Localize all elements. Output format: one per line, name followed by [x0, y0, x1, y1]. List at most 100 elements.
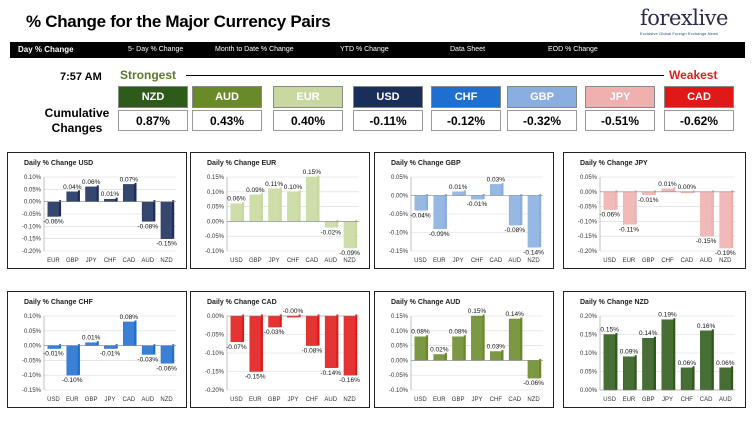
- y-tick-label: 0.00%: [580, 388, 598, 394]
- data-label: 0.10%: [284, 184, 303, 191]
- bar-side: [260, 193, 263, 222]
- data-label: -0.14%: [523, 249, 544, 256]
- bar: [622, 191, 635, 225]
- currency-code: CHF: [431, 86, 501, 108]
- data-label: -0.01%: [467, 201, 488, 208]
- x-tick-label: NZD: [719, 258, 732, 264]
- chart-panel-cad[interactable]: Daily % Change CAD 0.00% -0.05% -0.10% -0.15…: [190, 291, 370, 408]
- chart-panel-eur[interactable]: Daily % Change EUR 0.15% 0.10% 0.05% 0.00% -0…: [190, 152, 370, 269]
- data-label: -0.15%: [696, 238, 717, 245]
- bar: [414, 195, 427, 211]
- x-tick-label: CHF: [490, 397, 503, 403]
- chart-panel-aud[interactable]: Daily % Change AUD 0.15% 0.10% 0.05% 0.00% -0…: [374, 291, 554, 408]
- y-tick-label: -0.10%: [22, 373, 42, 379]
- data-label: 0.14%: [505, 311, 524, 318]
- bar: [66, 191, 79, 202]
- data-label: -0.01%: [43, 351, 64, 358]
- data-label: 0.07%: [120, 176, 139, 183]
- bar-side: [279, 314, 282, 328]
- x-tick-label: EUR: [47, 258, 60, 264]
- bar: [433, 195, 446, 229]
- data-label: 0.15%: [303, 169, 322, 176]
- currency-card-jpy[interactable]: JPY -0.51%: [585, 86, 655, 132]
- data-label: -0.01%: [100, 351, 121, 358]
- bar: [508, 195, 521, 226]
- currency-card-aud[interactable]: AUD 0.43%: [192, 86, 262, 132]
- nav-eod-change[interactable]: EOD % Change: [548, 46, 598, 53]
- x-tick-label: EUR: [623, 397, 636, 403]
- bar: [141, 345, 154, 355]
- strongest-label: Strongest: [120, 68, 177, 82]
- x-tick-label: CAD: [123, 258, 136, 264]
- bar-side: [539, 358, 542, 379]
- y-tick-label: -0.15%: [389, 249, 409, 255]
- nav-data-sheet[interactable]: Data Sheet: [450, 46, 486, 53]
- currency-cumulative-value: 0.87%: [118, 110, 188, 131]
- data-label: 0.08%: [411, 329, 430, 336]
- chart-panel-usd[interactable]: Daily % Change USD 0.10% 0.05% 0.00% -0.05% -…: [7, 152, 187, 269]
- data-label: -0.19%: [715, 250, 736, 257]
- chart-panel-gbp[interactable]: Daily % Change GBP 0.05% 0.00% -0.05% -0.10%…: [374, 152, 554, 269]
- nav-month-to-date-change[interactable]: Month to Date % Change: [215, 46, 294, 53]
- nav-5-day-change[interactable]: 5- Day % Change: [128, 46, 184, 53]
- bar: [47, 345, 60, 349]
- x-tick-label: CAD: [123, 397, 136, 403]
- data-label: -0.14%: [320, 370, 341, 377]
- chart-panel-nzd[interactable]: Daily % Change NZD 0.20% 0.15% 0.10% 0.05% 0.…: [563, 291, 746, 408]
- x-tick-label: JPY: [269, 258, 280, 264]
- y-tick-label: -0.05%: [22, 358, 42, 364]
- chart-panel-chf[interactable]: Daily % Change CHF 0.10% 0.05% 0.00% -0.05% -…: [7, 291, 187, 408]
- bar-side: [711, 190, 714, 237]
- currency-card-gbp[interactable]: GBP -0.32%: [507, 86, 577, 132]
- x-tick-label: AUD: [324, 258, 337, 264]
- x-tick-label: CHF: [306, 397, 319, 403]
- x-tick-label: NZD: [527, 397, 540, 403]
- x-tick-label: CAD: [680, 258, 693, 264]
- data-label: 0.16%: [697, 323, 716, 330]
- forexlive-logo[interactable]: forexlive Exclusive Global Foreign Excha…: [640, 6, 740, 42]
- currency-card-cad[interactable]: CAD -0.62%: [664, 86, 734, 132]
- currency-card-nzd[interactable]: NZD 0.87%: [118, 86, 188, 132]
- bar-side: [317, 175, 320, 222]
- bar-side: [482, 194, 485, 200]
- bar: [603, 191, 616, 210]
- strength-axis-line: [186, 75, 664, 76]
- y-tick-label: -0.10%: [389, 388, 409, 394]
- y-tick-label: -0.05%: [578, 205, 598, 211]
- chart-title: Daily % Change EUR: [207, 160, 276, 167]
- nav-ytd-change[interactable]: YTD % Change: [340, 46, 389, 53]
- currency-card-chf[interactable]: CHF -0.12%: [431, 86, 501, 132]
- nav-day-change[interactable]: Day % Change: [18, 45, 74, 54]
- bar: [324, 315, 337, 368]
- bar: [104, 345, 116, 349]
- bar-side: [59, 200, 62, 217]
- data-label: -0.04%: [410, 212, 431, 219]
- currency-card-usd[interactable]: USD -0.11%: [353, 86, 423, 132]
- data-label: -0.00%: [283, 308, 304, 315]
- bar-side: [731, 366, 734, 390]
- cumulative-changes-label: Cumulative Changes: [40, 106, 114, 136]
- bar: [642, 338, 655, 391]
- cumulative-label-line2: Changes: [51, 121, 103, 135]
- bar: [230, 203, 243, 222]
- data-label: 0.03%: [487, 344, 506, 351]
- bar: [527, 360, 540, 379]
- x-tick-label: AUD: [141, 258, 154, 264]
- y-tick-label: -0.10%: [22, 224, 42, 230]
- x-tick-label: GBP: [85, 397, 98, 403]
- cumulative-label-line1: Cumulative: [44, 106, 110, 120]
- data-label: -0.16%: [339, 377, 360, 384]
- y-tick-label: 0.05%: [580, 370, 598, 376]
- bar-side: [96, 341, 99, 346]
- bar-side: [77, 190, 80, 202]
- x-tick-label: USD: [230, 258, 243, 264]
- chart-panel-jpy[interactable]: Daily % Change JPY 0.05% 0.00% -0.05% -0.10%…: [563, 152, 746, 269]
- chart-title: Daily % Change CHF: [24, 299, 94, 306]
- x-tick-label: GBP: [66, 258, 79, 264]
- chart-title: Daily % Change USD: [24, 160, 93, 167]
- data-label: 0.19%: [658, 312, 677, 319]
- currency-card-eur[interactable]: EUR 0.40%: [273, 86, 343, 132]
- y-tick-label: 0.05%: [391, 175, 409, 181]
- x-tick-label: NZD: [527, 258, 540, 264]
- bar: [66, 345, 79, 376]
